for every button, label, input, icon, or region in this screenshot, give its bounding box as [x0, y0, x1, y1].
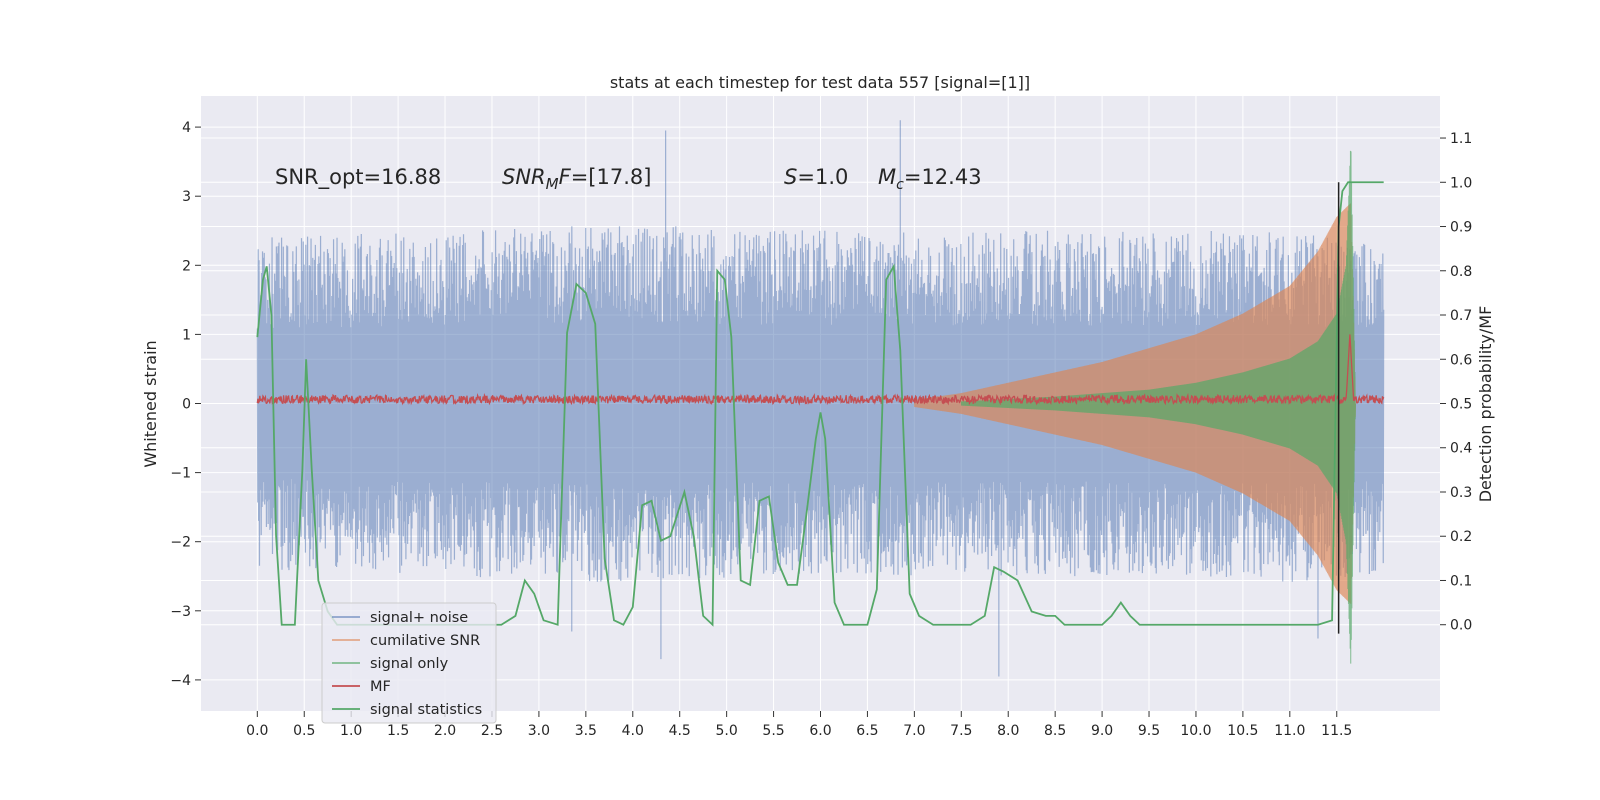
x-tick-label: 10.0 [1180, 723, 1211, 739]
y2-tick-label: 1.1 [1450, 131, 1472, 147]
x-tick-label: 7.5 [950, 723, 972, 739]
y2-tick-label: 0.5 [1450, 397, 1472, 413]
legend-label: signal statistics [370, 702, 482, 718]
y-tick-label: 0 [182, 397, 191, 413]
y2-tick-label: 0.9 [1450, 220, 1472, 236]
x-tick-label: 0.0 [246, 723, 268, 739]
annotation-mc-value: 12.43 [921, 165, 981, 189]
x-tick-label: 9.5 [1138, 723, 1160, 739]
x-tick-label: 5.5 [762, 723, 784, 739]
x-tick-label: 1.0 [340, 723, 362, 739]
x-tick-label: 3.5 [575, 723, 597, 739]
series-signal-noise [256, 120, 1385, 677]
y2-axis: 1.1 1.0 0.9 0.8 0.7 0.6 0.5 0.4 0.3 0.2 0.1 0.0 [1440, 131, 1472, 634]
annotation-s: S=1.0 [784, 165, 848, 189]
x-tick-label: 6.5 [856, 723, 878, 739]
y-tick-label: 2 [182, 258, 191, 274]
x-tick-label: 2.5 [481, 723, 503, 739]
annotation-s-value: 1.0 [815, 165, 848, 189]
x-tick-label: 5.0 [716, 723, 738, 739]
x-tick-label: 3.0 [528, 723, 550, 739]
y2-tick-label: 1.0 [1450, 175, 1472, 191]
x-tick-label: 4.5 [669, 723, 691, 739]
x-tick-label: 0.5 [293, 723, 315, 739]
y-tick-label: −1 [170, 466, 191, 482]
x-axis: 0.0 0.5 1.0 1.5 2.0 2.5 3.0 3.5 4.0 4.5 5.0 5.5 6.0 6… [246, 711, 1352, 739]
series-layer [256, 120, 1385, 677]
y-tick-label: 4 [182, 120, 191, 136]
annotation-snr-mf-value: [17.8] [588, 165, 651, 189]
y2-tick-label: 0.0 [1450, 618, 1472, 634]
x-tick-label: 1.5 [387, 723, 409, 739]
y-tick-label: 1 [182, 327, 191, 343]
x-tick-label: 2.0 [434, 723, 456, 739]
legend-box [321, 602, 497, 724]
y-tick-label: −2 [170, 535, 191, 551]
x-tick-label: 7.0 [903, 723, 925, 739]
y2-tick-label: 0.1 [1450, 573, 1472, 589]
x-tick-label: 8.0 [997, 723, 1019, 739]
y2-axis-label: Detection probability/MF [1476, 306, 1495, 503]
x-tick-label: 6.0 [809, 723, 831, 739]
legend-items: signal+ noise cumilative SNR signal only MF… [332, 610, 482, 718]
annotation-mc: Mc=12.43 [878, 165, 982, 193]
legend-label: cumilative SNR [370, 633, 480, 649]
chart-title: stats at each timestep for test data 557… [610, 73, 1030, 92]
y2-tick-label: 0.4 [1450, 441, 1472, 457]
x-tick-label: 11.5 [1321, 723, 1352, 739]
y2-tick-label: 0.3 [1450, 485, 1472, 501]
series-mf [256, 334, 1385, 406]
x-tick-label: 8.5 [1044, 723, 1066, 739]
x-tick-label: 10.5 [1227, 723, 1258, 739]
y-axis-label: Whitened strain [141, 340, 160, 467]
legend-label: MF [370, 679, 391, 695]
series-signal-statistics [256, 181, 1384, 627]
series-signal-only [960, 150, 1357, 664]
y-tick-label: −3 [170, 604, 191, 620]
y-tick-label: −4 [170, 673, 191, 689]
x-tick-label: 9.0 [1091, 723, 1113, 739]
legend-label: signal only [370, 656, 449, 672]
annotation-snr-mf: SNRMF=[17.8] [502, 165, 651, 193]
x-tick-label: 11.0 [1274, 723, 1305, 739]
y-tick-label: 3 [182, 189, 191, 205]
legend: signal+ noise cumilative SNR signal only MF… [321, 602, 497, 724]
legend-label: signal+ noise [370, 610, 468, 626]
y-axis: 4 3 2 1 0 −1 −2 −3 −4 [170, 120, 201, 689]
annotation-snr-opt: SNR_opt=16.88 [275, 165, 441, 190]
y2-tick-label: 0.7 [1450, 308, 1472, 324]
x-tick-label: 4.0 [622, 723, 644, 739]
y2-tick-label: 0.6 [1450, 352, 1472, 368]
y2-tick-label: 0.2 [1450, 529, 1472, 545]
y2-tick-label: 0.8 [1450, 264, 1472, 280]
